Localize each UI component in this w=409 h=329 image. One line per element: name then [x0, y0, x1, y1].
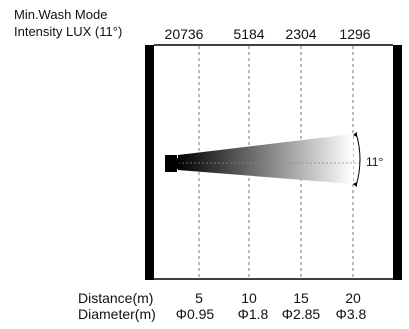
- beam-angle-label: 11°: [366, 155, 384, 169]
- distance-label: Distance(m): [78, 290, 154, 306]
- light-beam: [178, 134, 353, 184]
- right-wall: [393, 45, 402, 280]
- diameter-5: Φ0.95: [175, 306, 215, 322]
- lux-value-20m: 1296: [339, 26, 371, 42]
- distance-5: 5: [195, 290, 203, 306]
- beam-angle-arc: [355, 132, 361, 187]
- arc-arrow-bottom: [353, 182, 357, 187]
- lux-value-15m: 2304: [285, 26, 317, 42]
- distance-20: 20: [345, 290, 361, 306]
- diameter-15: Φ2.85: [281, 306, 321, 322]
- fixture-lens: [175, 158, 179, 169]
- distance-10: 10: [241, 290, 257, 306]
- diameter-20: Φ3.8: [335, 306, 367, 322]
- fixture-icon: [165, 155, 177, 172]
- distance-15: 15: [293, 290, 309, 306]
- lux-value-5m: 20736: [164, 26, 204, 42]
- intensity-label: Intensity LUX (11°): [14, 24, 123, 39]
- arc-arrow-top: [353, 132, 357, 137]
- lux-value-10m: 5184: [233, 26, 265, 42]
- diameter-label: Diameter(m): [78, 306, 156, 322]
- mode-title: Min.Wash Mode: [14, 7, 108, 22]
- left-wall: [145, 45, 154, 280]
- diameter-10: Φ1.8: [237, 306, 269, 322]
